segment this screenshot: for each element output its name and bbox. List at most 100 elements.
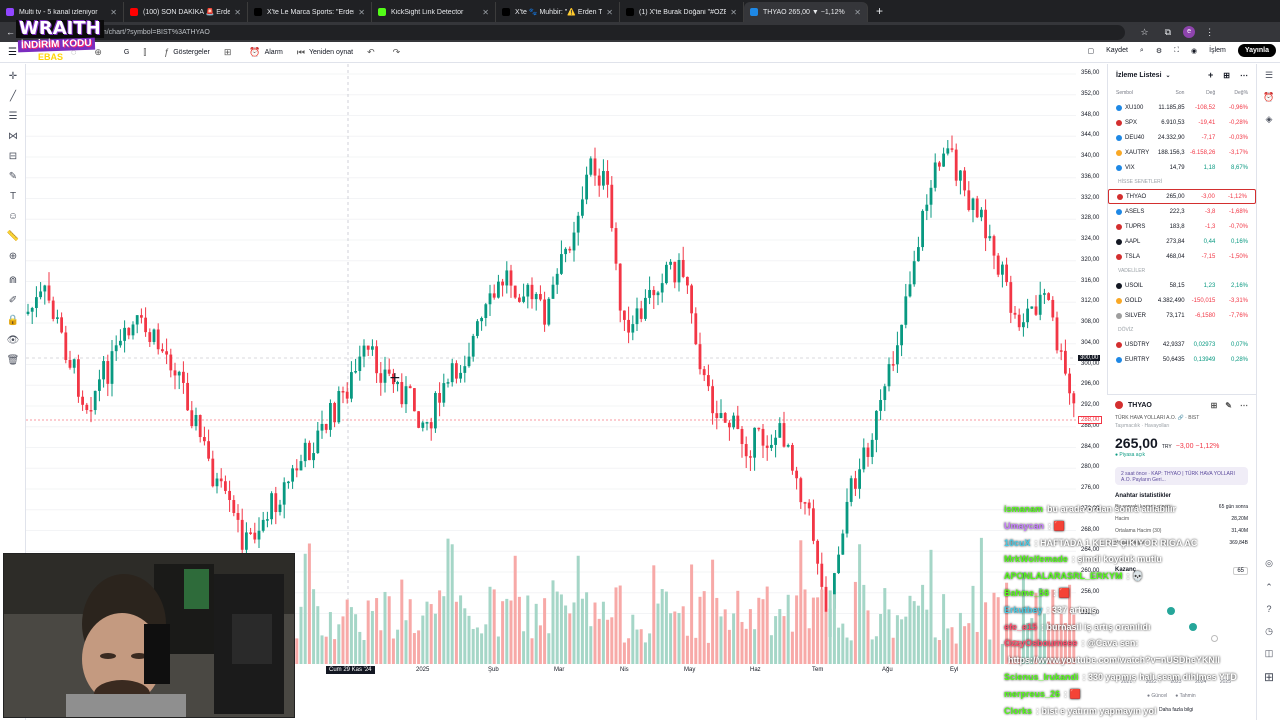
toolbar-item[interactable]: ⊕ <box>94 47 106 58</box>
watchlist-section-label[interactable]: VADELİLER <box>1118 268 1146 274</box>
browser-tab[interactable]: X'te Le Marca Sports: "Erden Ti ✕ <box>248 2 372 22</box>
toolbar-item[interactable]: G <box>120 47 129 58</box>
tab-close-icon[interactable]: ✕ <box>482 7 489 17</box>
emoji-icon[interactable]: ☺ <box>7 211 19 222</box>
toolbar-item[interactable]: ⫿ <box>143 47 150 58</box>
grid-icon[interactable]: ⊞ <box>1210 400 1218 410</box>
tab-close-icon[interactable]: ✕ <box>730 7 737 17</box>
fullscreen-icon[interactable]: ⛶ <box>1174 46 1180 54</box>
watchlist-row[interactable]: USDTRY 42,9337 0,02973 0,07% <box>1108 337 1256 352</box>
browser-tab[interactable]: Multi tv - 5 kanal izleniyor ✕ <box>0 2 124 22</box>
browser-tab[interactable]: THYAO 265,00 ▼ −1,12% ✕ <box>744 2 868 22</box>
watchlist-row[interactable]: THYAO 265,00 -3,00 -1,12% <box>1108 189 1256 204</box>
layers-icon[interactable]: ◈ <box>1265 114 1273 124</box>
more-icon[interactable]: ⋯ <box>1240 400 1248 410</box>
browser-tab[interactable]: KickSight Link Detector ✕ <box>372 2 496 22</box>
crosshair-icon[interactable]: ✛ <box>8 71 18 82</box>
trendline-icon[interactable]: ╱ <box>9 91 17 102</box>
layout-list-icon[interactable]: ⊞ <box>1223 70 1230 80</box>
back-arrow-icon[interactable]: ← <box>6 27 15 37</box>
watchlist-row[interactable]: GOLD 4.382,490 -150,015 -3,31% <box>1108 293 1256 308</box>
extensions-icon[interactable]: ⧉ <box>1164 26 1172 37</box>
zoom-in-icon[interactable]: ⊕ <box>8 251 18 262</box>
browser-menu-icon[interactable]: ⋮ <box>1205 26 1215 37</box>
company-name[interactable]: TÜRK HAVA YOLLARI A.O. 🔗 · BIST <box>1115 415 1200 421</box>
settings-gear-icon[interactable]: ⚙ <box>1155 47 1163 55</box>
chevron-down-icon[interactable]: ⌄ <box>1165 72 1171 79</box>
tab-close-icon[interactable]: ✕ <box>854 7 861 17</box>
watchlist-icon[interactable]: ☰ <box>1264 70 1274 80</box>
watchlist-row[interactable]: SILVER 73,171 -6,1580 -7,76% <box>1108 308 1256 323</box>
new-tab-button[interactable]: + <box>876 4 884 18</box>
watchlist-row[interactable]: SPX 6.910,53 -19,41 -0,28% <box>1108 115 1256 130</box>
up-arrow-icon[interactable]: ⌃ <box>1265 582 1273 592</box>
search-icon[interactable]: ⌕ <box>1139 46 1144 54</box>
detail-symbol[interactable]: THYAO <box>1128 401 1152 409</box>
col-last[interactable]: Son <box>1175 90 1185 96</box>
lock-icon[interactable]: 🔒 <box>6 315 20 326</box>
watchlist-row[interactable]: USOIL 58,15 1,23 2,16% <box>1108 278 1256 293</box>
price-axis[interactable]: 356,00 352,00 348,00 344,00 340,00 336,00 332,… <box>1076 64 1106 664</box>
save-button[interactable]: Kaydet <box>1106 47 1128 54</box>
toolbar-item[interactable]: ⊞ <box>224 47 236 58</box>
toolbar-item[interactable]: ↶ <box>367 47 379 58</box>
watchlist-row[interactable]: XU100 11.185,85 -108,52 -0,96% <box>1108 100 1256 115</box>
eye-icon[interactable]: 👁 <box>6 335 20 346</box>
target-icon[interactable]: ◎ <box>1265 558 1273 568</box>
publish-button[interactable]: Yayınla <box>1237 44 1276 57</box>
fib-icon[interactable]: ☰ <box>8 111 18 122</box>
browser-tab[interactable]: X'te 🐾 Muhbir: "⚠️ Erden Tim ✕ <box>496 2 620 22</box>
notification-icon[interactable]: ◷ <box>1265 626 1273 636</box>
col-chg[interactable]: Değ <box>1206 90 1216 96</box>
tab-close-icon[interactable]: ✕ <box>606 7 613 17</box>
news-banner[interactable]: 2 saat önce · KAP: THYAO | TÜRK HAVA YOL… <box>1115 467 1248 485</box>
col-pct[interactable]: Değ% <box>1234 90 1249 96</box>
sector-label[interactable]: Taşımacılık · Havayolları <box>1115 423 1170 429</box>
tab-close-icon[interactable]: ✕ <box>358 7 365 17</box>
pattern-icon[interactable]: ⋈ <box>8 131 18 142</box>
watchlist-title[interactable]: İzleme Listesi <box>1116 71 1162 79</box>
apps-grid-icon[interactable]: ⊞ <box>1263 670 1275 684</box>
tab-close-icon[interactable]: ✕ <box>234 7 241 17</box>
watchlist-section-label[interactable]: DÖVİZ <box>1118 327 1134 333</box>
edit-icon[interactable]: ✎ <box>1225 400 1232 410</box>
toolbar-item[interactable]: ƒ Göstergeler <box>164 47 210 58</box>
watchlist-row[interactable]: VIX 14,79 1,18 8,67% <box>1108 160 1256 175</box>
watchlist-row[interactable]: EURTRY 50,6435 0,13949 0,28% <box>1108 352 1256 367</box>
url-field[interactable]: tradingview.com/chart/?symbol=BIST%3ATHY… <box>44 24 1125 40</box>
projection-icon[interactable]: ⊟ <box>8 151 18 162</box>
profile-avatar[interactable]: e <box>1183 26 1196 38</box>
lock-draw-icon[interactable]: ✐ <box>8 295 18 306</box>
watchlist-row[interactable]: TSLA 468,04 -7,15 -1,50% <box>1108 249 1256 264</box>
tab-close-icon[interactable]: ✕ <box>110 7 117 17</box>
watchlist-row[interactable]: TUPRS 183,8 -1,3 -0,70% <box>1108 219 1256 234</box>
brush-icon[interactable]: ✎ <box>8 171 18 182</box>
candlestick-chart[interactable]: + <box>26 64 1076 664</box>
toolbar-item[interactable]: ⏮ Yeniden oynat <box>297 47 353 58</box>
alerts-clock-icon[interactable]: ⏰ <box>1263 92 1275 102</box>
time-axis[interactable]: Cum 29 Kas '24 2025 Şub Mar Nis May Haz Tem Ağu… <box>296 664 1076 678</box>
add-symbol-icon[interactable]: + <box>1208 70 1214 80</box>
toolbar-item[interactable]: ↷ <box>393 47 405 58</box>
help-icon[interactable]: ? <box>1266 604 1272 614</box>
col-symbol[interactable]: Sembol <box>1116 90 1133 96</box>
browser-tab[interactable]: (100) SON DAKİKA 🚨 Erden ✕ <box>124 2 248 22</box>
layout-box-icon[interactable]: ▢ <box>1087 47 1095 55</box>
more-info-link[interactable]: Daha fazla bilgi <box>1159 707 1194 713</box>
watchlist-row[interactable]: AAPL 273,84 0,44 0,16% <box>1108 234 1256 249</box>
snapshot-camera-icon[interactable]: ◉ <box>1191 47 1198 55</box>
watchlist-section-label[interactable]: HİSSE SENETLERİ <box>1118 179 1163 185</box>
watchlist-row[interactable]: ASELS 222,3 -3,8 -1,68% <box>1108 204 1256 219</box>
hamburger-menu-icon[interactable]: ☰ <box>8 46 17 58</box>
earnings-badge[interactable]: 65 <box>1233 567 1248 575</box>
more-icon[interactable]: ⋯ <box>1240 70 1248 80</box>
toolbar-item[interactable]: ◌ <box>71 47 80 58</box>
browser-tab[interactable]: (1) X'te Burak Doğani "#ÖZEL ✕ <box>620 2 744 22</box>
watchlist-row[interactable]: DEU40 24.332,90 -7,17 -0,03% <box>1108 130 1256 145</box>
magnet-icon[interactable]: ⋒ <box>8 275 18 286</box>
ruler-icon[interactable]: 📏 <box>6 231 20 242</box>
trade-button[interactable]: İşlem <box>1209 47 1226 54</box>
toolbar-item[interactable]: ⏰ Alarm <box>249 47 283 58</box>
watchlist-row[interactable]: XAUTRY 188.156,3 -6.158,26 -3,17% <box>1108 145 1256 160</box>
text-tool-icon[interactable]: T <box>9 191 17 202</box>
